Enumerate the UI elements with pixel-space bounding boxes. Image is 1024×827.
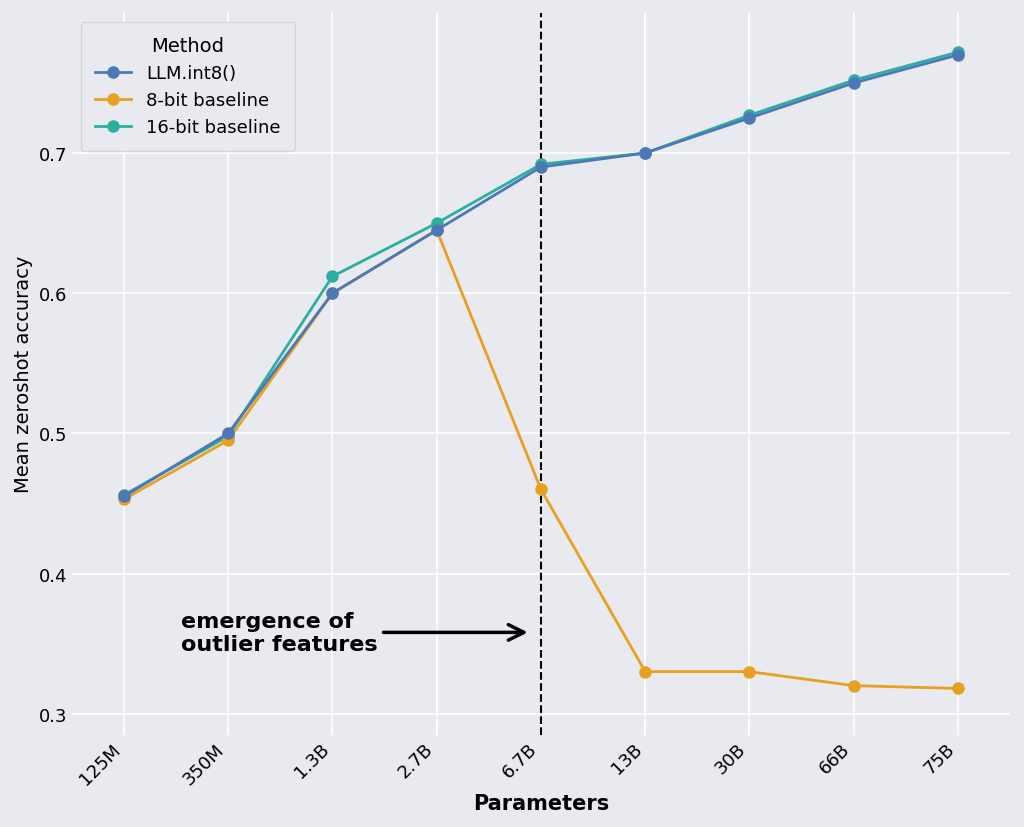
LLM.int8() <box>848 79 860 88</box>
16-bit baseline <box>118 490 130 500</box>
Line: LLM.int8(): LLM.int8() <box>119 50 964 502</box>
Y-axis label: Mean zeroshot accuracy: Mean zeroshot accuracy <box>14 256 33 493</box>
Text: emergence of
outlier features: emergence of outlier features <box>181 611 524 654</box>
Line: 16-bit baseline: 16-bit baseline <box>119 47 964 501</box>
16-bit baseline <box>952 48 965 58</box>
16-bit baseline <box>222 432 234 442</box>
8-bit baseline <box>430 226 442 236</box>
LLM.int8() <box>743 114 756 124</box>
8-bit baseline <box>118 495 130 504</box>
16-bit baseline <box>430 219 442 229</box>
LLM.int8() <box>327 289 339 299</box>
Line: 8-bit baseline: 8-bit baseline <box>119 225 964 694</box>
X-axis label: Parameters: Parameters <box>473 793 609 813</box>
16-bit baseline <box>535 160 547 170</box>
16-bit baseline <box>639 149 651 159</box>
LLM.int8() <box>952 51 965 61</box>
Legend: LLM.int8(), 8-bit baseline, 16-bit baseline: LLM.int8(), 8-bit baseline, 16-bit basel… <box>81 23 295 151</box>
LLM.int8() <box>222 429 234 439</box>
LLM.int8() <box>430 226 442 236</box>
8-bit baseline <box>952 684 965 694</box>
8-bit baseline <box>639 667 651 676</box>
16-bit baseline <box>743 111 756 121</box>
LLM.int8() <box>535 163 547 173</box>
16-bit baseline <box>848 76 860 86</box>
LLM.int8() <box>118 492 130 502</box>
8-bit baseline <box>535 485 547 495</box>
8-bit baseline <box>327 289 339 299</box>
8-bit baseline <box>848 681 860 691</box>
8-bit baseline <box>222 436 234 446</box>
8-bit baseline <box>743 667 756 676</box>
16-bit baseline <box>327 272 339 282</box>
LLM.int8() <box>639 149 651 159</box>
